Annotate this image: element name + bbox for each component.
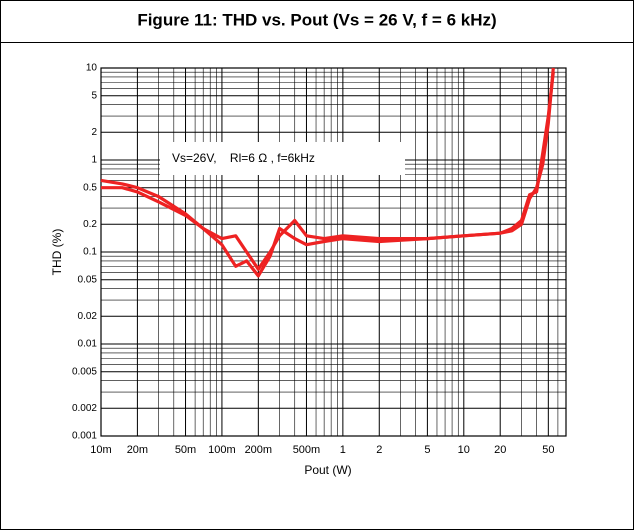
x-axis-label: Pout (W) bbox=[304, 463, 351, 477]
annotation-box bbox=[160, 142, 405, 175]
y-tick-label: 5 bbox=[91, 90, 97, 101]
y-tick-label: 10 bbox=[86, 63, 98, 74]
annotation: Vs=26V, Rl=6 Ω , f=6kHz bbox=[172, 151, 315, 165]
y-tick-label: 0.5 bbox=[83, 182, 97, 193]
y-tick-label: 0.2 bbox=[83, 219, 97, 230]
y-tick-label: 0.001 bbox=[72, 431, 97, 442]
y-tick-label: 0.1 bbox=[83, 247, 97, 258]
data-line bbox=[101, 67, 555, 278]
x-tick-label: 1 bbox=[340, 444, 346, 456]
x-tick-label: 50m bbox=[175, 444, 196, 456]
x-tick-label: 5 bbox=[424, 444, 430, 456]
x-tick-label: 100m bbox=[208, 444, 236, 456]
y-tick-label: 0.01 bbox=[78, 339, 98, 350]
y-tick-label: 1 bbox=[91, 155, 97, 166]
y-tick-label: 0.05 bbox=[78, 274, 98, 285]
x-tick-label: 10 bbox=[458, 444, 470, 456]
x-tick-label: 50 bbox=[542, 444, 554, 456]
x-tick-label: 200m bbox=[245, 444, 273, 456]
y-tick-label: 2 bbox=[91, 127, 97, 138]
y-tick-label: 0.005 bbox=[72, 366, 97, 377]
y-axis-label: THD (%) bbox=[50, 229, 64, 276]
x-tick-label: 2 bbox=[376, 444, 382, 456]
x-tick-label: 10m bbox=[90, 444, 111, 456]
x-tick-label: 500m bbox=[293, 444, 321, 456]
y-tick-label: 0.02 bbox=[78, 311, 98, 322]
chart-title: Figure 11: THD vs. Pout (Vs = 26 V, f = … bbox=[137, 10, 496, 29]
x-tick-label: 20 bbox=[494, 444, 506, 456]
plot-border bbox=[100, 67, 567, 437]
x-tick-label: 20m bbox=[127, 444, 148, 456]
y-tick-label: 0.002 bbox=[72, 403, 97, 414]
